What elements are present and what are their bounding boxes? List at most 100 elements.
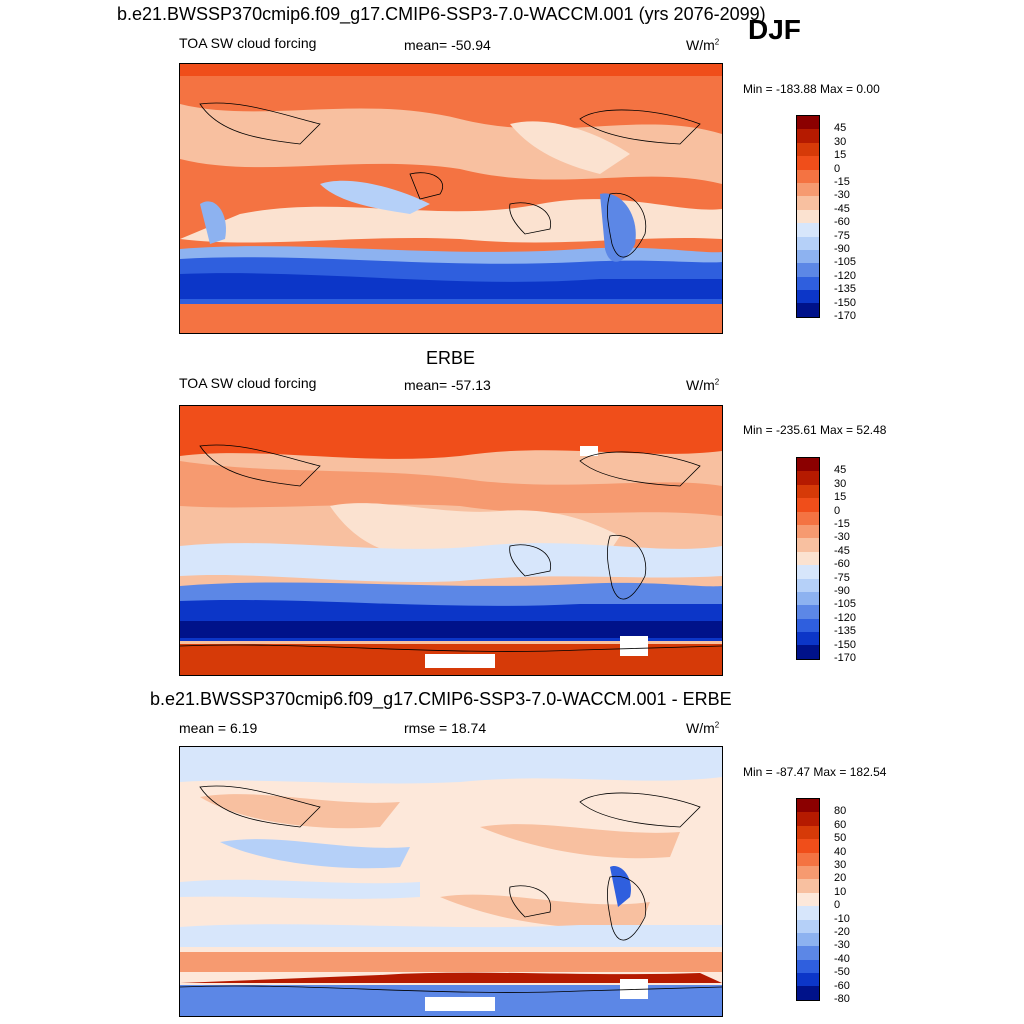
panel2-colorbar [796, 457, 820, 660]
panel2-colorbar-swatches [797, 458, 819, 659]
panel1-colorbar-swatches [797, 116, 819, 317]
colorbar-tick-label: -60 [834, 216, 850, 229]
panel1-variable-label: TOA SW cloud forcing [179, 35, 317, 51]
colorbar-tick-label: -135 [834, 625, 857, 638]
colorbar-swatch [797, 932, 819, 947]
panel1-colorbar [796, 115, 820, 318]
panel3-rmse-label: rmse = 18.74 [404, 720, 487, 736]
colorbar-swatch [797, 511, 819, 525]
colorbar-swatch [797, 825, 819, 840]
colorbar-swatch [797, 236, 819, 250]
colorbar-swatch [797, 605, 819, 619]
panel3-colorbar [796, 798, 820, 1001]
colorbar-swatch [797, 169, 819, 183]
season-label: DJF [748, 14, 801, 45]
colorbar-swatch [797, 484, 819, 499]
colorbar-swatch [797, 591, 819, 606]
colorbar-swatch [797, 276, 819, 291]
colorbar-tick-label: -90 [834, 585, 850, 597]
colorbar-tick-label: -80 [834, 993, 850, 1005]
colorbar-tick-label: -135 [834, 283, 857, 296]
colorbar-tick-label: -170 [834, 652, 857, 664]
panel3-mean-label: mean = 6.19 [179, 720, 258, 736]
panel3-units-label: W/m2 [686, 720, 720, 736]
colorbar-tick-label: -15 [834, 176, 850, 188]
colorbar-swatch [797, 303, 819, 317]
colorbar-tick-label: 60 [834, 818, 847, 831]
colorbar-swatch [797, 538, 819, 552]
colorbar-tick-label: -40 [834, 952, 850, 965]
colorbar-swatch [797, 129, 819, 143]
colorbar-tick-label: -120 [834, 611, 857, 624]
panel3-title: b.e21.BWSSP370cmip6.f09_g17.CMIP6-SSP3-7… [150, 689, 732, 709]
colorbar-tick-label: -60 [834, 979, 850, 992]
panel1-units-label: W/m2 [686, 37, 720, 53]
colorbar-swatch [797, 618, 819, 633]
colorbar-tick-label: 30 [834, 859, 847, 871]
colorbar-swatch [797, 946, 819, 960]
panel3-minmax-label: Min = -87.47 Max = 182.54 [743, 765, 887, 779]
panel2-map-field [180, 406, 722, 675]
colorbar-tick-label: 0 [834, 162, 841, 175]
colorbar-tick-label: -105 [834, 256, 857, 269]
colorbar-swatch [797, 565, 819, 579]
colorbar-tick-label: -30 [834, 189, 850, 202]
colorbar-swatch [797, 812, 819, 826]
colorbar-tick-label: 45 [834, 464, 847, 477]
colorbar-swatch [797, 209, 819, 224]
panel1-map-field [180, 64, 722, 333]
colorbar-swatch [797, 632, 819, 646]
colorbar-swatch [797, 578, 819, 592]
colorbar-tick-label: 40 [834, 845, 847, 858]
colorbar-swatch [797, 865, 819, 880]
panel3-map-field [180, 747, 722, 1016]
colorbar-swatch [797, 498, 819, 512]
panel3-map [179, 746, 723, 1017]
figure-title: b.e21.BWSSP370cmip6.f09_g17.CMIP6-SSP3-7… [117, 4, 766, 24]
colorbar-tick-label: 30 [834, 477, 847, 490]
colorbar-tick-label: 45 [834, 122, 847, 135]
colorbar-tick-label: -105 [834, 598, 857, 611]
colorbar-swatch [797, 852, 819, 866]
colorbar-tick-label: -45 [834, 544, 850, 557]
colorbar-swatch [797, 263, 819, 277]
colorbar-swatch [797, 196, 819, 210]
panel2-mean-label: mean= -57.13 [404, 377, 491, 393]
colorbar-tick-label: -20 [834, 926, 850, 938]
colorbar-tick-label: 15 [834, 149, 847, 162]
colorbar-swatch [797, 799, 819, 813]
colorbar-tick-label: 10 [834, 885, 847, 898]
colorbar-tick-label: -60 [834, 558, 850, 571]
colorbar-swatch [797, 839, 819, 853]
colorbar-tick-label: 15 [834, 491, 847, 504]
panel2-title: ERBE [426, 348, 476, 368]
colorbar-tick-label: -30 [834, 939, 850, 952]
colorbar-tick-label: -75 [834, 229, 850, 242]
colorbar-swatch [797, 249, 819, 264]
panel2-units-label: W/m2 [686, 377, 720, 393]
panel3-colorbar-swatches [797, 799, 819, 1000]
colorbar-tick-label: -30 [834, 531, 850, 544]
colorbar-swatch [797, 645, 819, 659]
colorbar-swatch [797, 986, 819, 1000]
colorbar-swatch [797, 116, 819, 130]
colorbar-swatch [797, 156, 819, 170]
colorbar-tick-label: 80 [834, 805, 847, 818]
colorbar-swatch [797, 973, 819, 987]
colorbar-tick-label: -75 [834, 571, 850, 584]
colorbar-swatch [797, 471, 819, 485]
panel1-minmax-label: Min = -183.88 Max = 0.00 [743, 82, 880, 96]
colorbar-tick-label: -170 [834, 310, 857, 322]
colorbar-tick-label: -150 [834, 638, 857, 651]
colorbar-swatch [797, 892, 819, 907]
colorbar-swatch [797, 906, 819, 920]
panel1-mean-label: mean= -50.94 [404, 37, 491, 53]
colorbar-swatch [797, 919, 819, 933]
colorbar-swatch [797, 551, 819, 566]
colorbar-tick-label: 30 [834, 135, 847, 148]
panel2-map [179, 405, 723, 676]
colorbar-tick-label: 20 [834, 872, 847, 885]
colorbar-swatch [797, 959, 819, 974]
panel1-map [179, 63, 723, 334]
panel2-variable-label: TOA SW cloud forcing [179, 375, 317, 391]
